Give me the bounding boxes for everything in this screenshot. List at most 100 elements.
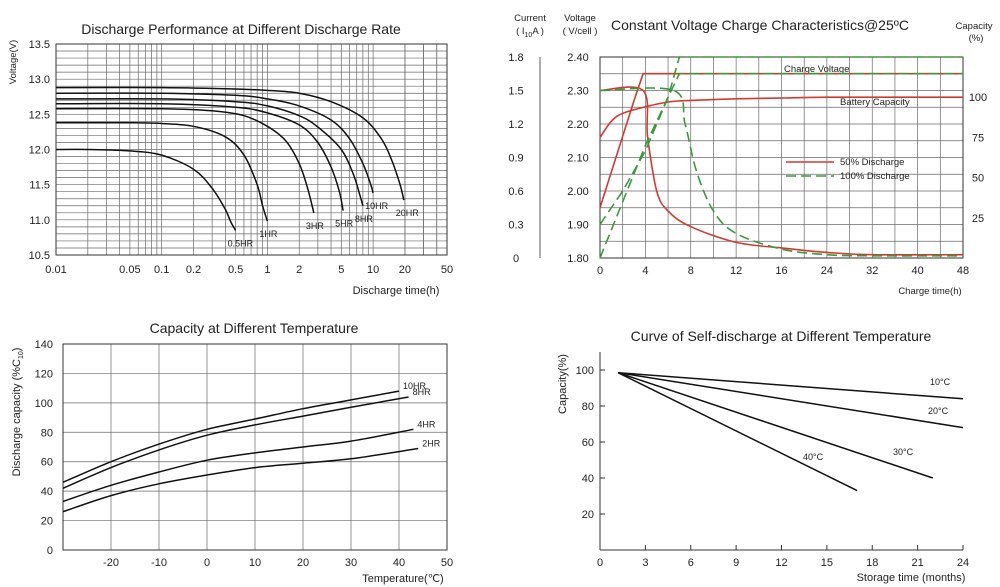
self-discharge-line-30°C bbox=[617, 371, 934, 479]
capacity-curve-label: 10HR bbox=[403, 381, 427, 391]
capacity-tick-label: 25 bbox=[972, 213, 984, 225]
discharge-curve-label: 3HR bbox=[306, 221, 325, 231]
charge-curve-capacity-50pct bbox=[599, 96, 963, 138]
capacity-chart-title: Capacity at Different Temperature bbox=[150, 320, 359, 336]
discharge-performance-chart: Discharge Performance at Different Disch… bbox=[8, 21, 453, 297]
discharge-y-tick-label: 13.5 bbox=[29, 39, 50, 51]
self-discharge-y-tick-label: 20 bbox=[582, 509, 594, 521]
discharge-curve-1HR bbox=[55, 122, 269, 222]
voltage-tick-label: 2.30 bbox=[567, 86, 588, 98]
charge-x-tick-label: 32 bbox=[866, 265, 878, 277]
discharge-y-tick-label: 13.0 bbox=[29, 74, 50, 86]
self-discharge-line-label: 10°C bbox=[930, 377, 951, 387]
capacity-y-tick-label: 40 bbox=[41, 486, 53, 498]
self-discharge-line-label: 20°C bbox=[928, 406, 949, 416]
current-axis-label-line1: Current bbox=[514, 13, 546, 24]
voltage-tick-label: 2.00 bbox=[567, 186, 588, 198]
voltage-tick-label: 1.90 bbox=[567, 220, 588, 232]
discharge-x-tick-label: 0.1 bbox=[154, 264, 169, 276]
charge-x-axis-label: Charge time(h) bbox=[898, 286, 961, 297]
capacity-curve-10HR bbox=[62, 390, 400, 483]
capacity-y-tick-label: 0 bbox=[47, 545, 53, 557]
self-discharge-x-tick-label: 9 bbox=[733, 557, 739, 569]
self-discharge-line-40°C bbox=[617, 372, 858, 492]
capacity-y-tick-label: 80 bbox=[41, 427, 53, 439]
charge-curve-current-50pct bbox=[599, 86, 964, 256]
capacity-y-tick-label: 20 bbox=[41, 516, 53, 528]
discharge-x-tick-label: 50 bbox=[441, 264, 453, 276]
charge-x-tick-label: 40 bbox=[912, 265, 924, 277]
charge-x-tick-label: 24 bbox=[821, 265, 833, 277]
self-discharge-x-tick-label: 0 bbox=[597, 557, 603, 569]
discharge-y-tick-label: 12.5 bbox=[29, 109, 50, 121]
discharge-curve-label: 20HR bbox=[396, 208, 420, 218]
discharge-y-tick-label: 10.5 bbox=[29, 250, 50, 262]
charge-chart-title: Constant Voltage Charge Characteristics@… bbox=[611, 17, 909, 33]
discharge-y-axis-label: Voltage(V) bbox=[8, 40, 19, 84]
charge-curve-capacity-100pct bbox=[599, 56, 963, 259]
self-discharge-x-tick-label: 24 bbox=[957, 557, 969, 569]
discharge-curve-0.5HR bbox=[55, 148, 237, 231]
capacity-curve-4HR bbox=[62, 428, 414, 503]
capacity-curve-8HR bbox=[62, 396, 409, 489]
voltage-axis-label-line2: ( V/cell ) bbox=[563, 26, 598, 37]
discharge-x-tick-label: 0.5 bbox=[228, 264, 243, 276]
self-discharge-y-tick-label: 100 bbox=[576, 365, 594, 377]
capacity-y-tick-label: 120 bbox=[35, 368, 53, 380]
capacity-tick-label: 100 bbox=[969, 92, 987, 104]
self-discharge-line-20°C bbox=[617, 371, 964, 429]
capacity-x-tick-label: 10 bbox=[249, 557, 261, 569]
capacity-y-tick-label: 60 bbox=[41, 457, 53, 469]
self-discharge-y-tick-label: 60 bbox=[582, 437, 594, 449]
discharge-x-tick-label: 0.05 bbox=[119, 264, 140, 276]
charge-curve-voltage-100pct bbox=[599, 72, 963, 225]
legend-label-50pct: 50% Discharge bbox=[840, 157, 904, 168]
capacity-temperature-chart: Capacity at Different Temperature Discha… bbox=[11, 320, 453, 585]
discharge-curve-5HR bbox=[55, 102, 344, 211]
capacity-axis-label-line2: (%) bbox=[969, 33, 984, 44]
constant-voltage-charge-chart: Constant Voltage Charge Characteristics@… bbox=[508, 13, 992, 297]
discharge-curve-20HR bbox=[55, 86, 405, 201]
discharge-x-tick-label: 20 bbox=[399, 264, 411, 276]
capacity-y-tick-label: 140 bbox=[35, 339, 53, 351]
self-discharge-x-tick-label: 12 bbox=[775, 557, 787, 569]
capacity-axis-label-line1: Capacity bbox=[956, 21, 993, 32]
self-discharge-line-label: 30°C bbox=[893, 447, 914, 457]
discharge-curve-8HR bbox=[55, 97, 364, 207]
charge-x-tick-label: 0 bbox=[597, 265, 603, 277]
voltage-tick-label: 2.40 bbox=[567, 52, 588, 64]
voltage-tick-label: 2.10 bbox=[567, 153, 588, 165]
discharge-x-tick-label: 5 bbox=[338, 264, 344, 276]
self-discharge-x-tick-label: 21 bbox=[912, 557, 924, 569]
discharge-x-axis-label: Discharge time(h) bbox=[353, 285, 440, 297]
self-discharge-x-tick-label: 18 bbox=[866, 557, 878, 569]
current-tick-label: 0.9 bbox=[508, 153, 523, 165]
discharge-chart-title: Discharge Performance at Different Disch… bbox=[81, 21, 401, 37]
current-tick-label: 0.3 bbox=[508, 220, 523, 232]
capacity-y-axis-label: Discharge capacity (%C10) bbox=[11, 348, 25, 477]
self-discharge-chart: Curve of Self-discharge at Different Tem… bbox=[557, 328, 969, 584]
discharge-x-tick-label: 0.2 bbox=[186, 264, 201, 276]
voltage-tick-label: 1.80 bbox=[567, 253, 588, 265]
charge-voltage-annotation: Charge Voltage bbox=[784, 64, 850, 75]
capacity-tick-label: 75 bbox=[972, 132, 984, 144]
discharge-curve-label: 0.5HR bbox=[228, 238, 254, 248]
current-tick-label: 1.2 bbox=[508, 119, 523, 131]
discharge-curve-label: 10HR bbox=[365, 201, 389, 211]
capacity-x-tick-label: 50 bbox=[441, 557, 453, 569]
self-discharge-line-label: 40°C bbox=[803, 452, 824, 462]
battery-capacity-annotation: Battery Capacity bbox=[840, 97, 910, 108]
self-discharge-line-10°C bbox=[618, 371, 964, 400]
current-tick-label: 1.5 bbox=[508, 86, 523, 98]
capacity-curve-label: 4HR bbox=[417, 419, 436, 429]
charge-x-tick-label: 48 bbox=[957, 265, 969, 277]
self-discharge-title: Curve of Self-discharge at Different Tem… bbox=[631, 328, 932, 344]
discharge-x-tick-label: 10 bbox=[367, 264, 379, 276]
voltage-axis-label-line1: Voltage bbox=[564, 13, 596, 24]
capacity-y-tick-label: 100 bbox=[35, 398, 53, 410]
capacity-x-tick-label: 40 bbox=[393, 557, 405, 569]
current-axis-label-line2: ( I10A ) bbox=[516, 26, 544, 39]
discharge-x-tick-label: 1 bbox=[264, 264, 270, 276]
discharge-curve-label: 1HR bbox=[259, 229, 278, 239]
